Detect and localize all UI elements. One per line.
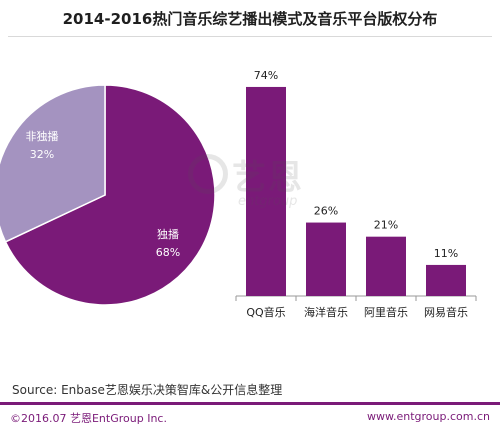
bar	[246, 86, 286, 296]
bar-value-label: 21%	[374, 219, 398, 232]
bar-value-label: 74%	[254, 69, 278, 82]
chart-canvas: 独播 68% 非独播 32% 74% QQ音乐 26% 海洋音乐 21% 阿里音乐 11% 网易音乐	[0, 69, 477, 319]
x-tick-label: QQ音乐	[246, 305, 285, 319]
pie-slice-1	[4, 84, 216, 306]
pie-slice-label: 独播	[157, 227, 179, 241]
footer-url[interactable]: www.entgroup.com.cn	[367, 410, 490, 423]
x-tick-label: 海洋音乐	[304, 305, 348, 319]
source-note: Source: Enbase艺恩娱乐决策智库&公开信息整理	[12, 383, 283, 397]
bar-value-label: 26%	[314, 205, 338, 218]
x-tick-label: 网易音乐	[424, 305, 468, 319]
pie-slice-value: 32%	[30, 148, 54, 161]
bar-chart: 74% QQ音乐 26% 海洋音乐 21% 阿里音乐 11% 网易音乐	[235, 69, 477, 319]
footer-divider	[0, 402, 500, 405]
chart-title: 2014-2016热门音乐综艺播出模式及音乐平台版权分布	[62, 10, 438, 28]
pie-chart: 独播 68% 非独播 32%	[0, 84, 216, 306]
title-divider	[8, 36, 492, 37]
bar	[366, 236, 406, 296]
x-tick-label: 阿里音乐	[364, 305, 408, 319]
pie-slice-2	[0, 84, 106, 243]
bar-value-label: 11%	[434, 247, 458, 260]
pie-slice-label: 非独播	[26, 129, 59, 143]
pie-slice-value: 68%	[156, 246, 180, 259]
footer-copyright: ©2016.07 艺恩EntGroup Inc.	[10, 412, 167, 425]
bar	[426, 264, 466, 296]
bar	[306, 222, 346, 296]
